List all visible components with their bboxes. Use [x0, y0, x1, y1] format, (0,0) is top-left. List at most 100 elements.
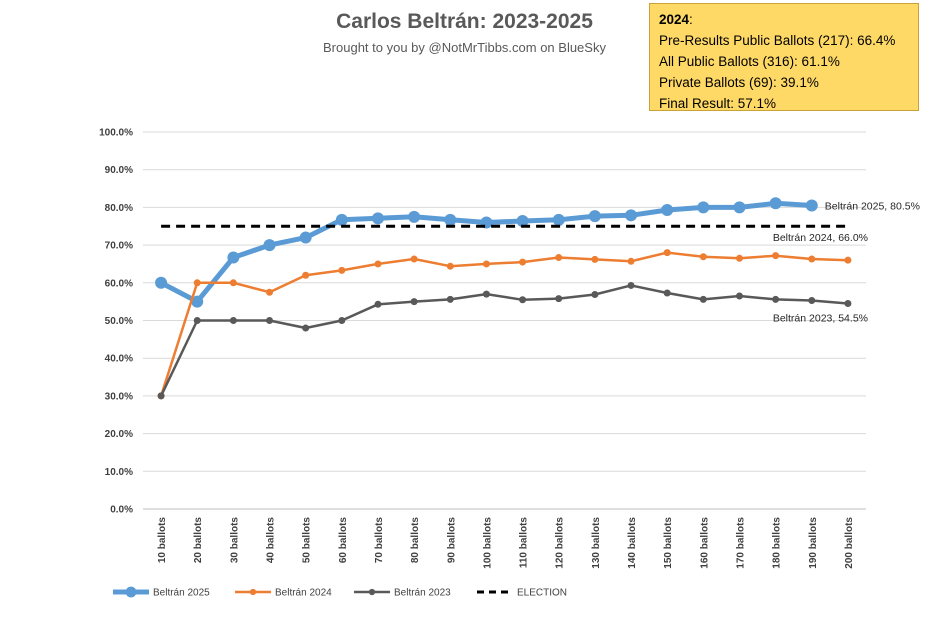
info-line-pre-results: Pre-Results Public Ballots (217): 66.4% — [659, 33, 896, 48]
x-tick-label: 50 ballots — [302, 517, 313, 564]
y-tick-label: 80.0% — [105, 203, 133, 214]
data-point — [446, 295, 454, 303]
info-box-year-suffix: : — [689, 12, 693, 27]
y-tick-label: 90.0% — [105, 165, 133, 176]
data-point — [374, 260, 382, 268]
data-point — [338, 266, 346, 274]
y-tick-label: 40.0% — [105, 354, 133, 365]
legend-label: Beltrán 2025 — [153, 588, 210, 599]
data-point — [663, 289, 671, 297]
series-end-label: Beltrán 2023, 54.5% — [773, 313, 868, 325]
data-point — [408, 210, 421, 223]
data-point — [805, 199, 818, 212]
data-point — [302, 271, 310, 279]
data-point — [699, 295, 707, 303]
x-tick-label: 120 ballots — [555, 517, 566, 569]
chart-subtitle: Brought to you by @NotMrTibbs.com on Blu… — [323, 40, 606, 55]
data-point — [772, 295, 780, 303]
data-point — [482, 260, 490, 268]
x-tick-label: 200 ballots — [844, 517, 855, 569]
x-tick-label: 160 ballots — [699, 517, 710, 569]
x-tick-label: 130 ballots — [591, 517, 602, 569]
series-beltr-n-2023 — [157, 281, 852, 400]
data-point — [844, 300, 852, 308]
data-point — [627, 281, 635, 289]
data-point — [769, 197, 782, 210]
data-point — [444, 213, 457, 226]
data-point — [266, 288, 274, 296]
y-tick-label: 20.0% — [105, 429, 133, 440]
data-point — [191, 295, 204, 308]
legend-label: ELECTION — [517, 588, 567, 599]
x-tick-label: 100 ballots — [482, 517, 493, 569]
data-point — [555, 254, 563, 262]
data-point — [591, 255, 599, 263]
chart-title: Carlos Beltrán: 2023-2025 — [336, 10, 593, 33]
gridlines — [143, 131, 866, 472]
legend-marker — [368, 588, 376, 596]
legend-label: Beltrán 2024 — [275, 588, 332, 599]
data-point — [263, 239, 276, 252]
x-tick-label: 180 ballots — [772, 517, 783, 569]
data-point — [410, 298, 418, 306]
x-tick-label: 60 ballots — [338, 517, 349, 564]
y-tick-label: 70.0% — [105, 241, 133, 252]
y-tick-label: 30.0% — [105, 391, 133, 402]
legend-item: Beltrán 2024 — [235, 588, 332, 599]
legend-marker — [249, 588, 257, 596]
data-point — [625, 209, 638, 222]
x-tick-label: 170 ballots — [735, 517, 746, 569]
data-point — [772, 252, 780, 260]
data-point — [374, 300, 382, 308]
data-point — [157, 392, 165, 400]
series-line — [159, 251, 850, 398]
data-point — [661, 204, 674, 217]
data-point — [663, 249, 671, 257]
x-tick-label: 20 ballots — [193, 517, 204, 564]
x-tick-label: 90 ballots — [446, 517, 457, 564]
x-tick-label: 70 ballots — [374, 517, 385, 564]
data-point — [519, 258, 527, 266]
data-point — [335, 213, 348, 226]
legend-label: Beltrán 2023 — [394, 588, 451, 599]
x-tick-label: 40 ballots — [266, 517, 277, 564]
x-tick-label: 80 ballots — [410, 517, 421, 564]
info-box-heading: 2024: — [659, 9, 909, 30]
x-tick-label: 150 ballots — [663, 517, 674, 569]
legend-item: Beltrán 2023 — [354, 588, 451, 599]
data-point — [338, 317, 346, 324]
data-point — [302, 324, 310, 332]
series-line — [159, 284, 850, 398]
data-point — [808, 255, 816, 263]
axes: 0.0% 10.0% 20.0% 30.0% 40.0% 50.0% 60.0% 70.0% 8… — [99, 128, 866, 569]
data-point — [591, 290, 599, 298]
data-point — [266, 317, 274, 324]
legend-item: Beltrán 2025 — [113, 586, 210, 599]
data-point — [735, 292, 743, 300]
data-point — [844, 256, 852, 264]
data-point — [552, 213, 565, 226]
x-tick-label: 30 ballots — [229, 517, 240, 564]
y-tick-label: 10.0% — [105, 467, 133, 478]
data-point — [193, 317, 201, 324]
data-point — [299, 231, 312, 244]
info-line-final: Final Result: 57.1% — [659, 96, 777, 111]
info-box-2024: 2024: Pre-Results Public Ballots (217): … — [649, 3, 919, 111]
data-point — [446, 262, 454, 270]
x-tick-label: 190 ballots — [808, 517, 819, 569]
info-line-all-public: All Public Ballots (316): 61.1% — [659, 54, 840, 69]
data-point — [588, 210, 601, 223]
info-box-year: 2024 — [659, 12, 690, 27]
x-tick-label: 10 ballots — [157, 517, 168, 564]
data-point — [808, 297, 816, 305]
data-point — [697, 201, 710, 214]
data-point — [482, 290, 490, 298]
series-end-label: Beltrán 2025, 80.5% — [825, 201, 920, 213]
y-tick-label: 0.0% — [110, 505, 133, 516]
x-tick-label: 140 ballots — [627, 517, 638, 569]
data-point — [193, 279, 201, 287]
data-point — [516, 214, 529, 227]
series-lines — [155, 197, 852, 400]
data-point — [371, 212, 384, 225]
y-tick-label: 60.0% — [105, 278, 133, 289]
